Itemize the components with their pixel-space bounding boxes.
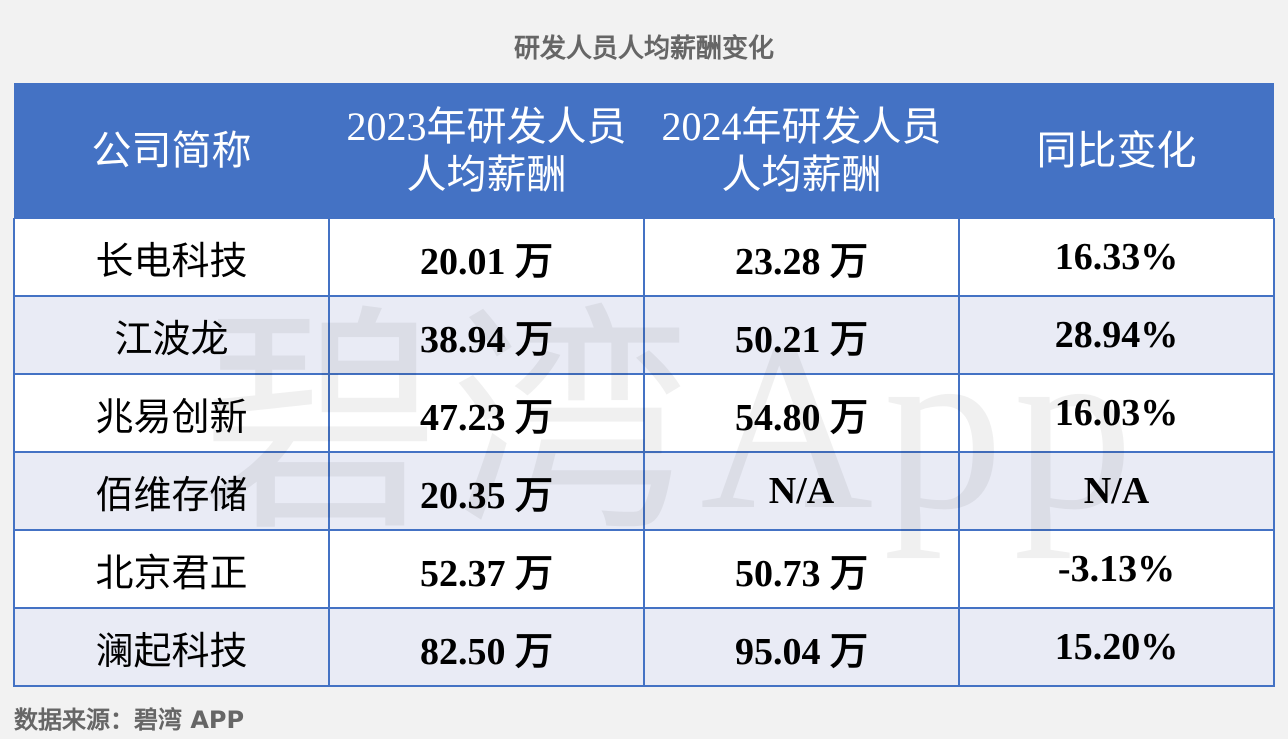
value-cell: N/A bbox=[958, 451, 1275, 531]
value-cell: 28.94% bbox=[958, 295, 1275, 375]
value-cell: 16.03% bbox=[958, 373, 1275, 453]
company-cell: 长电科技 bbox=[13, 218, 330, 297]
header-cell: 同比变化 bbox=[959, 83, 1274, 219]
title: 研发人员人均薪酬变化 bbox=[513, 34, 774, 64]
header-row: 公司简称 2023年研发人员人均薪酬 2024年研发人员人均薪酬 同比变化 bbox=[14, 83, 1274, 219]
table-row: 江波龙 38.94 万 50.21 万 28.94% bbox=[13, 295, 1275, 375]
value-cell: 82.50 万 bbox=[328, 607, 645, 687]
header-cell: 公司简称 bbox=[14, 83, 329, 219]
value-cell: 50.73 万 bbox=[643, 529, 960, 609]
value-cell: -3.13% bbox=[958, 529, 1275, 609]
table-row: 长电科技 20.01 万 23.28 万 16.33% bbox=[13, 218, 1275, 297]
header-cell: 2024年研发人员人均薪酬 bbox=[644, 83, 959, 219]
value-cell: 15.20% bbox=[958, 607, 1275, 687]
table-body: 长电科技 20.01 万 23.28 万 16.33% 江波龙 38.94 万 50.21 … bbox=[13, 218, 1275, 687]
company-cell: 兆易创新 bbox=[13, 373, 330, 453]
table-row: 兆易创新 47.23 万 54.80 万 16.03% bbox=[13, 373, 1275, 453]
value-cell: 47.23 万 bbox=[328, 373, 645, 453]
company-cell: 澜起科技 bbox=[13, 607, 330, 687]
value-cell: 52.37 万 bbox=[328, 529, 645, 609]
table: 公司简称 2023年研发人员人均薪酬 2024年研发人员人均薪酬 同比变化 长电科技 2… bbox=[13, 83, 1275, 687]
value-cell: 38.94 万 bbox=[328, 295, 645, 375]
value-cell: 50.21 万 bbox=[643, 295, 960, 375]
value-cell: 95.04 万 bbox=[643, 607, 960, 687]
value-cell: 16.33% bbox=[958, 218, 1275, 297]
company-cell: 北京君正 bbox=[13, 529, 330, 609]
value-cell: 54.80 万 bbox=[643, 373, 960, 453]
value-cell: 20.01 万 bbox=[328, 218, 645, 297]
company-cell: 佰维存储 bbox=[13, 451, 330, 531]
value-cell: 20.35 万 bbox=[328, 451, 645, 531]
company-cell: 江波龙 bbox=[13, 295, 330, 375]
value-cell: 23.28 万 bbox=[643, 218, 960, 297]
table-row: 北京君正 52.37 万 50.73 万 -3.13% bbox=[13, 529, 1275, 609]
table-row: 澜起科技 82.50 万 95.04 万 15.20% bbox=[13, 607, 1275, 687]
value-cell: N/A bbox=[643, 451, 960, 531]
source: 数据来源：碧湾 APP bbox=[14, 706, 245, 734]
table-row: 佰维存储 20.35 万 N/A N/A bbox=[13, 451, 1275, 531]
header-cell: 2023年研发人员人均薪酬 bbox=[329, 83, 644, 219]
